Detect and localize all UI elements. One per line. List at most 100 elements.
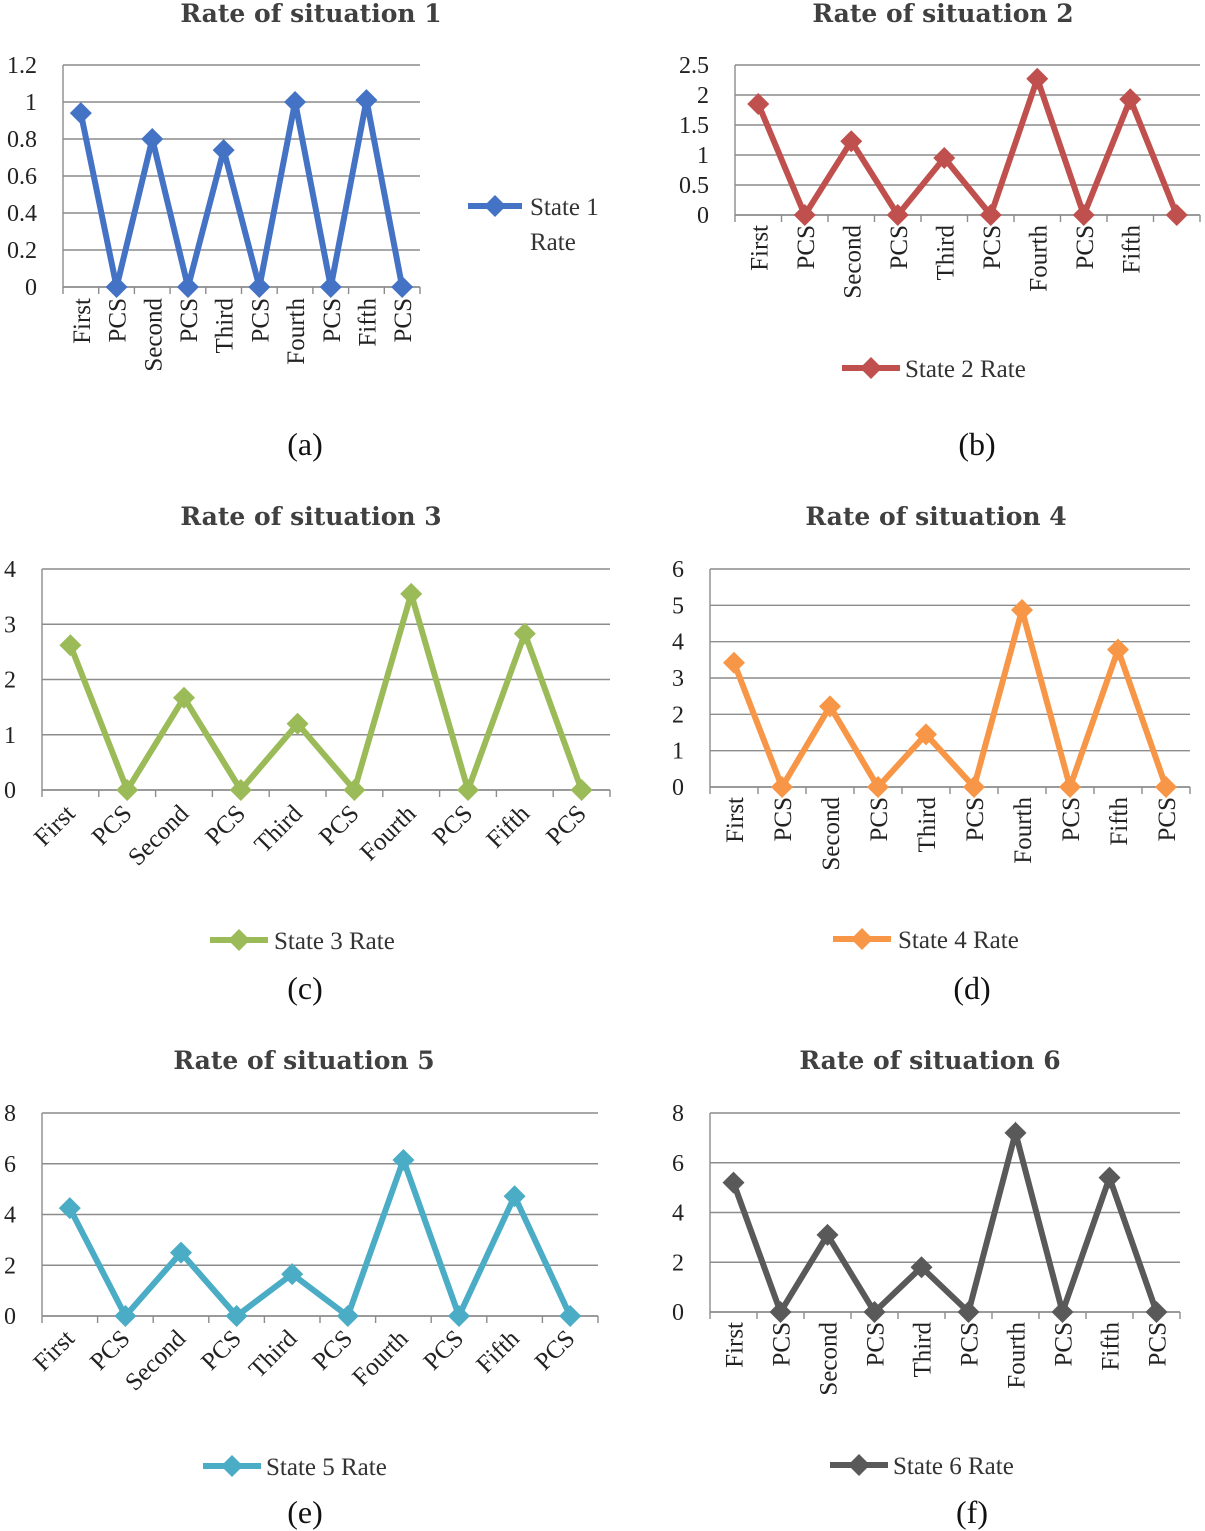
y-tick-label: 4 <box>672 1201 684 1227</box>
chart-title: Rate of situation 4 <box>805 502 1066 531</box>
x-category-label: PCS <box>1145 1322 1172 1366</box>
series-line <box>77 99 406 288</box>
data-point-marker <box>723 651 745 674</box>
x-category-label: PCS <box>1072 225 1099 269</box>
data-point-marker <box>886 204 909 226</box>
data-point-marker <box>957 1301 980 1323</box>
data-point-marker <box>58 1197 81 1220</box>
data-point-marker <box>69 102 92 125</box>
data-point-marker <box>1098 1166 1121 1189</box>
data-point-marker <box>933 147 956 169</box>
data-point-marker <box>173 686 195 709</box>
legend-label: State 2 Rate <box>905 356 1026 383</box>
data-point-marker <box>867 776 889 798</box>
y-tick-label: 2 <box>4 1253 16 1279</box>
x-category-label: Fourth <box>347 1325 414 1392</box>
data-point-marker <box>141 128 164 150</box>
chart-panel-1: Rate of situation 1 0 0.2 0.4 0.6 0.8 1 1.2 Firs… <box>7 0 599 462</box>
y-tick-label: 0 <box>672 775 684 801</box>
x-category-label: PCS <box>886 225 913 269</box>
data-point-marker <box>863 1301 886 1323</box>
panel-caption: (b) <box>958 426 995 462</box>
data-point-marker <box>1107 638 1129 661</box>
x-category-label: First <box>722 797 749 843</box>
x-category-label: PCS <box>979 225 1006 269</box>
series-line <box>67 1150 573 1324</box>
x-category-label: Second <box>818 797 845 871</box>
legend-label: State 6 Rate <box>893 1453 1014 1480</box>
x-category-label: PCS <box>314 800 365 851</box>
y-tick-label: 0 <box>697 203 709 229</box>
y-tick-label: 3 <box>4 612 16 638</box>
x-category-label: PCS <box>1051 1322 1078 1366</box>
data-point-marker <box>1145 1301 1168 1323</box>
y-tick-label: 0.4 <box>7 201 37 227</box>
x-category-label: PCS <box>1058 797 1085 841</box>
x-category-label: Fifth <box>482 800 536 854</box>
y-tick-label: 2 <box>672 702 684 728</box>
data-point-marker <box>819 695 841 718</box>
y-tick-label: 1 <box>672 739 684 765</box>
y-tick-label: 5 <box>672 593 684 619</box>
panel-caption: (e) <box>287 1494 323 1530</box>
x-category-label: First <box>722 1322 749 1368</box>
series-line <box>755 69 1180 224</box>
data-point-marker <box>391 276 414 298</box>
data-point-marker <box>1155 776 1177 798</box>
x-category-label: Fifth <box>1118 225 1145 274</box>
data-point-marker <box>513 622 536 645</box>
data-point-marker <box>793 204 816 226</box>
y-tick-label: 1 <box>4 723 16 749</box>
legend-marker-icon <box>851 928 873 950</box>
data-point-marker <box>771 776 793 798</box>
x-category-label: Fourth <box>1025 225 1052 292</box>
data-point-marker <box>747 93 770 115</box>
y-tick-label: 8 <box>4 1101 16 1127</box>
x-category-label: Fourth <box>1010 797 1037 864</box>
y-tick-label: 1 <box>697 143 709 169</box>
chart-panel-2: Rate of situation 2 0 0.5 1 1.5 2 2.5 First PCS S… <box>679 0 1201 462</box>
legend-marker-icon <box>221 1455 243 1477</box>
data-point-marker <box>910 1256 933 1279</box>
x-category-label: Second <box>120 1325 191 1396</box>
legend: State 1 Rate <box>468 194 599 256</box>
y-tick-label: 1.5 <box>679 113 709 139</box>
chart-title: Rate of situation 1 <box>180 0 441 28</box>
data-point-marker <box>336 1305 359 1327</box>
legend: State 6 Rate <box>830 1453 1014 1480</box>
x-category-label: PCS <box>962 797 989 841</box>
x-category-label: Second <box>839 225 866 299</box>
x-category-label: PCS <box>105 298 132 342</box>
legend: State 3 Rate <box>210 928 395 955</box>
data-point-marker <box>176 276 199 298</box>
data-point-marker <box>281 1263 304 1286</box>
data-point-marker <box>1004 1121 1027 1144</box>
panel-caption: (f) <box>956 1494 988 1530</box>
data-point-marker <box>570 779 593 801</box>
x-category-label: Third <box>249 800 308 859</box>
chart-title: Rate of situation 5 <box>173 1046 434 1075</box>
data-point-marker <box>448 1305 470 1327</box>
data-point-marker <box>1011 599 1033 622</box>
x-category-label: PCS <box>196 1325 247 1376</box>
y-tick-label: 2 <box>672 1250 684 1276</box>
y-tick-label: 2 <box>4 668 16 694</box>
data-point-marker <box>1051 1301 1074 1323</box>
data-point-marker <box>722 1171 745 1194</box>
x-category-label: Second <box>816 1322 843 1396</box>
x-category-label: First <box>29 800 81 852</box>
data-point-marker <box>1072 204 1095 226</box>
y-tick-label: 6 <box>672 1151 684 1177</box>
y-tick-label: 8 <box>672 1101 684 1127</box>
legend: State 2 Rate <box>842 356 1026 383</box>
y-tick-label: 1.2 <box>7 53 37 79</box>
y-tick-label: 0.5 <box>679 173 709 199</box>
x-category-label: PCS <box>419 1325 470 1376</box>
data-point-marker <box>1026 67 1049 90</box>
chart-panel-6: Rate of situation 6 0 2 4 6 8 First PCS Second PC… <box>672 1046 1181 1530</box>
series-line <box>67 583 585 800</box>
x-category-label: PCS <box>1154 797 1181 841</box>
x-category-label: PCS <box>541 800 592 851</box>
